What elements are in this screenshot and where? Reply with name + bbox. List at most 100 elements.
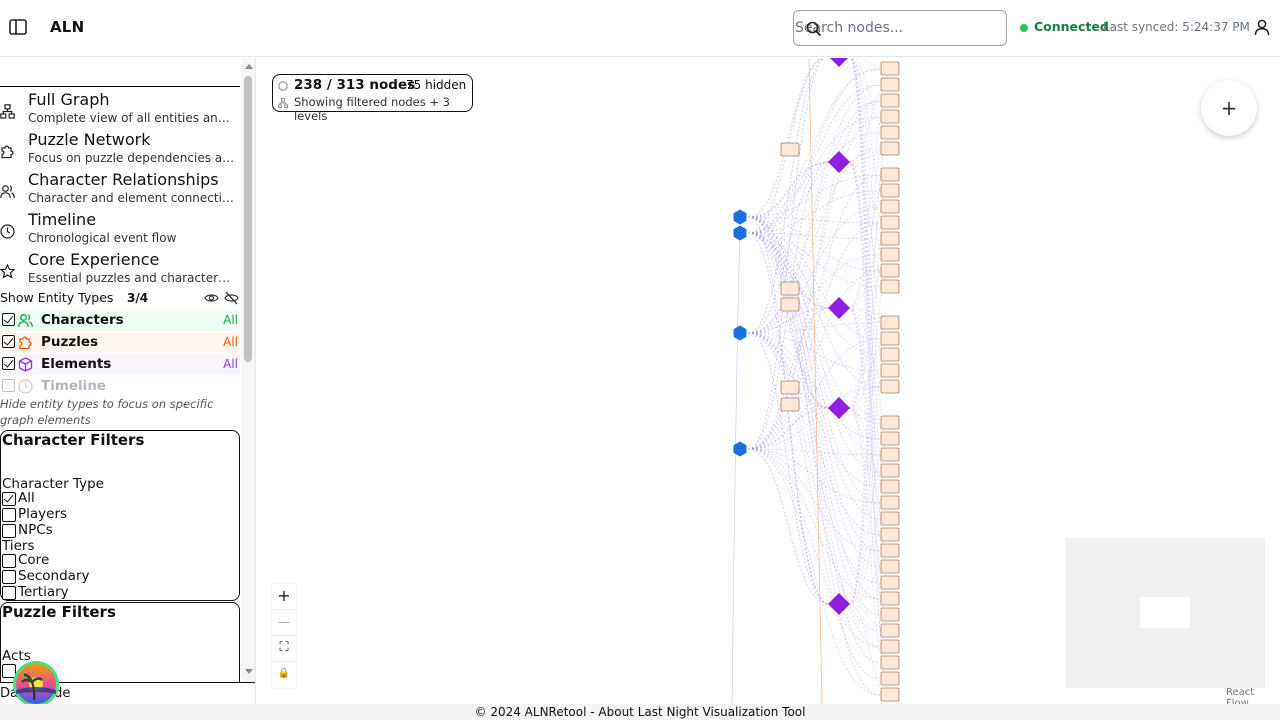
puzzle-node[interactable] (880, 479, 900, 494)
zoom-in-button[interactable]: + (272, 584, 296, 610)
tier-core-checkbox[interactable] (2, 554, 16, 568)
view-puzzle-network[interactable]: Puzzle Network Focus on puzzle dependenc… (0, 130, 240, 170)
sidebar-scrollbar[interactable] (241, 58, 255, 682)
app-title[interactable]: ALN (50, 18, 85, 36)
puzzle-node[interactable] (880, 125, 900, 140)
puzzle-node[interactable] (880, 655, 900, 670)
puzzle-node[interactable] (880, 279, 900, 294)
puzzle-node[interactable] (880, 447, 900, 462)
app-badge-icon[interactable] (12, 660, 60, 708)
element-node[interactable] (828, 151, 850, 173)
puzzle-node[interactable] (880, 543, 900, 558)
puzzle-node[interactable] (880, 495, 900, 510)
puzzle-node[interactable] (880, 183, 900, 198)
minimap[interactable] (1065, 538, 1265, 688)
scroll-down-arrow[interactable] (245, 669, 253, 674)
character-type-option[interactable]: Players (18, 506, 68, 522)
character-type-players-checkbox[interactable] (2, 508, 16, 522)
search-input[interactable] (794, 11, 1006, 45)
puzzle-node[interactable] (880, 623, 900, 638)
puzzle-node[interactable] (880, 687, 900, 702)
puzzle-node[interactable] (880, 379, 900, 394)
puzzle-node[interactable] (880, 231, 900, 246)
entity-type-timeline[interactable]: Timeline (0, 376, 240, 397)
puzzle-node[interactable] (880, 607, 900, 622)
puzzle-node[interactable] (880, 415, 900, 430)
character-node[interactable] (733, 225, 747, 241)
character-type-option[interactable]: All (18, 490, 35, 506)
view-timeline[interactable]: Timeline Chronological event flow (0, 210, 240, 250)
element-node[interactable] (828, 593, 850, 615)
puzzle-node[interactable] (780, 142, 800, 157)
puzzle-node[interactable] (880, 93, 900, 108)
tier-option[interactable]: Secondary (18, 568, 90, 584)
zoom-out-button[interactable]: — (272, 610, 296, 636)
character-node[interactable] (733, 209, 747, 225)
puzzles-checkbox[interactable] (2, 335, 15, 348)
eye-icon[interactable] (204, 292, 219, 304)
puzzle-node[interactable] (880, 61, 900, 76)
fit-view-button[interactable]: ⛶ (272, 636, 296, 662)
sidebar-toggle-icon[interactable] (9, 19, 27, 35)
character-type-option[interactable]: NPCs (18, 522, 53, 538)
entity-type-label: Elements (41, 356, 112, 372)
lock-button[interactable]: 🔒 (277, 668, 291, 679)
scroll-up-arrow[interactable] (245, 64, 253, 69)
puzzle-node[interactable] (880, 167, 900, 182)
scroll-thumb[interactable] (244, 76, 252, 362)
puzzle-node[interactable] (880, 527, 900, 542)
puzzle-node[interactable] (880, 247, 900, 262)
puzzle-node[interactable] (780, 297, 800, 312)
view-core-experience[interactable]: Core Experience Essential puzzles and ch… (0, 250, 240, 290)
graph-edge (747, 216, 881, 272)
minimap-viewport[interactable] (1140, 597, 1190, 628)
puzzle-node[interactable] (880, 77, 900, 92)
entity-type-elements[interactable]: Elements All (0, 354, 240, 375)
puzzle-node[interactable] (880, 331, 900, 346)
act-checkbox[interactable] (2, 664, 16, 678)
puzzle-node[interactable] (780, 281, 800, 296)
puzzle-node[interactable] (880, 199, 900, 214)
tier-option[interactable]: Core (18, 552, 50, 568)
puzzle-node[interactable] (880, 575, 900, 590)
puzzle-node[interactable] (780, 380, 800, 395)
timeline-checkbox[interactable] (2, 379, 15, 392)
character-node[interactable] (733, 441, 747, 457)
eye-off-icon[interactable] (224, 291, 239, 305)
search-box[interactable] (793, 10, 1007, 46)
entity-type-characters[interactable]: Characters All (0, 310, 240, 331)
element-node[interactable] (828, 297, 850, 319)
tier-tertiary-checkbox[interactable] (2, 586, 16, 600)
puzzle-node[interactable] (880, 639, 900, 654)
characters-checkbox[interactable] (2, 313, 15, 326)
puzzle-node[interactable] (880, 463, 900, 478)
puzzle-node[interactable] (880, 431, 900, 446)
graph-canvas[interactable]: 238 / 313 nodes 75 hidden Showing filter… (256, 58, 1280, 704)
puzzle-node[interactable] (880, 263, 900, 278)
puzzle-node[interactable] (880, 559, 900, 574)
puzzle-node[interactable] (880, 363, 900, 378)
react-flow-attribution[interactable]: React Flow (1226, 687, 1255, 704)
element-node[interactable] (828, 58, 850, 67)
puzzle-node[interactable] (880, 315, 900, 330)
element-node[interactable] (828, 397, 850, 419)
user-icon[interactable] (1254, 19, 1270, 36)
puzzle-node[interactable] (880, 109, 900, 124)
puzzle-node[interactable] (880, 591, 900, 606)
view-character-relationships[interactable]: Character Relationships Character and el… (0, 170, 240, 210)
add-node-button[interactable]: + (1201, 80, 1257, 136)
puzzle-node[interactable] (880, 511, 900, 526)
character-type-all-checkbox[interactable] (2, 492, 16, 506)
puzzle-node[interactable] (880, 215, 900, 230)
puzzle-node[interactable] (880, 671, 900, 686)
tier-secondary-checkbox[interactable] (2, 570, 16, 584)
puzzle-node[interactable] (780, 397, 800, 412)
view-full-graph[interactable]: Full Graph Complete view of all entities… (0, 90, 240, 130)
entity-type-puzzles[interactable]: Puzzles All (0, 332, 240, 353)
tier-option[interactable]: Tertiary (18, 584, 69, 600)
puzzle-node[interactable] (880, 347, 900, 362)
character-type-npcs-checkbox[interactable] (2, 524, 16, 538)
character-node[interactable] (733, 325, 747, 341)
puzzle-node[interactable] (880, 141, 900, 156)
elements-checkbox[interactable] (2, 357, 15, 370)
